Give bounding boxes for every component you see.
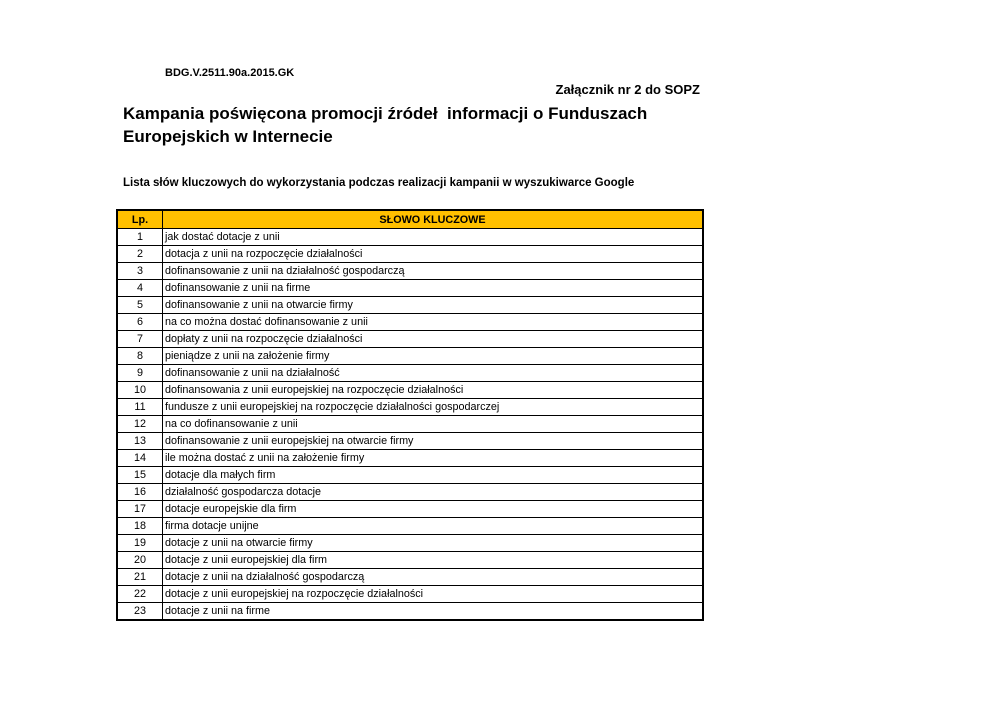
row-number: 13 — [116, 432, 163, 450]
row-number: 23 — [116, 602, 163, 621]
row-keyword: dotacje europejskie dla firm — [162, 500, 704, 518]
row-keyword: dofinansowanie z unii na otwarcie firmy — [162, 296, 704, 314]
row-keyword: dofinansowania z unii europejskiej na ro… — [162, 381, 704, 399]
column-header-lp: Lp. — [116, 209, 163, 229]
row-keyword: firma dotacje unijne — [162, 517, 704, 535]
row-number: 4 — [116, 279, 163, 297]
row-keyword: dofinansowanie z unii na działalność gos… — [162, 262, 704, 280]
annex-label: Załącznik nr 2 do SOPZ — [555, 82, 700, 97]
table-row: 10 dofinansowania z unii europejskiej na … — [116, 381, 704, 399]
table-row: 15 dotacje dla małych firm — [116, 466, 704, 484]
row-number: 2 — [116, 245, 163, 263]
table-row: 14 ile można dostać z unii na założenie f… — [116, 449, 704, 467]
row-number: 20 — [116, 551, 163, 569]
row-number: 18 — [116, 517, 163, 535]
row-keyword: dotacje z unii europejskiej dla firm — [162, 551, 704, 569]
row-number: 22 — [116, 585, 163, 603]
row-number: 3 — [116, 262, 163, 280]
row-number: 16 — [116, 483, 163, 501]
table-row: 11 fundusze z unii europejskiej na rozpoc… — [116, 398, 704, 416]
table-row: 8 pieniądze z unii na założenie firmy — [116, 347, 704, 365]
document-subtitle: Lista słów kluczowych do wykorzystania p… — [123, 177, 635, 189]
table-row: 20 dotacje z unii europejskiej dla firm — [116, 551, 704, 569]
row-number: 7 — [116, 330, 163, 348]
row-number: 21 — [116, 568, 163, 586]
row-keyword: dotacje z unii europejskiej na rozpoczęc… — [162, 585, 704, 603]
row-keyword: jak dostać dotacje z unii — [162, 228, 704, 246]
row-number: 15 — [116, 466, 163, 484]
row-number: 19 — [116, 534, 163, 552]
row-keyword: dotacje z unii na działalność gospodarcz… — [162, 568, 704, 586]
row-keyword: dopłaty z unii na rozpoczęcie działalnoś… — [162, 330, 704, 348]
table-row: 4 dofinansowanie z unii na firme — [116, 279, 704, 297]
table-row: 6 na co można dostać dofinansowanie z uni… — [116, 313, 704, 331]
row-number: 1 — [116, 228, 163, 246]
document-title: Kampania poświęcona promocji źródeł info… — [123, 102, 683, 148]
row-number: 17 — [116, 500, 163, 518]
row-number: 10 — [116, 381, 163, 399]
table-row: 5 dofinansowanie z unii na otwarcie firmy — [116, 296, 704, 314]
row-keyword: pieniądze z unii na założenie firmy — [162, 347, 704, 365]
row-keyword: na co dofinansowanie z unii — [162, 415, 704, 433]
title-line-1: Kampania poświęcona promocji źródeł info… — [123, 104, 648, 123]
keyword-table: Lp. SŁOWO KLUCZOWE 1 jak dostać dotacje z… — [116, 209, 704, 621]
row-keyword: dofinansowanie z unii na działalność — [162, 364, 704, 382]
table-row: 21 dotacje z unii na działalność gospodar… — [116, 568, 704, 586]
row-number: 5 — [116, 296, 163, 314]
table-header-row: Lp. SŁOWO KLUCZOWE — [116, 209, 704, 229]
table-row: 12 na co dofinansowanie z unii — [116, 415, 704, 433]
row-keyword: ile można dostać z unii na założenie fir… — [162, 449, 704, 467]
row-keyword: dofinansowanie z unii na firme — [162, 279, 704, 297]
row-keyword: dotacja z unii na rozpoczęcie działalnoś… — [162, 245, 704, 263]
row-number: 9 — [116, 364, 163, 382]
table-row: 7 dopłaty z unii na rozpoczęcie działalno… — [116, 330, 704, 348]
table-row: 13 dofinansowanie z unii europejskiej na … — [116, 432, 704, 450]
title-line-2: Europejskich w Internecie — [123, 127, 333, 146]
table-row: 23 dotacje z unii na firme — [116, 602, 704, 621]
row-number: 12 — [116, 415, 163, 433]
row-keyword: dotacje dla małych firm — [162, 466, 704, 484]
column-header-keyword: SŁOWO KLUCZOWE — [162, 209, 704, 229]
table-row: 18 firma dotacje unijne — [116, 517, 704, 535]
row-number: 14 — [116, 449, 163, 467]
row-keyword: dofinansowanie z unii europejskiej na ot… — [162, 432, 704, 450]
row-keyword: działalność gospodarcza dotacje — [162, 483, 704, 501]
table-row: 22 dotacje z unii europejskiej na rozpocz… — [116, 585, 704, 603]
table-row: 9 dofinansowanie z unii na działalność — [116, 364, 704, 382]
row-keyword: na co można dostać dofinansowanie z unii — [162, 313, 704, 331]
row-keyword: fundusze z unii europejskiej na rozpoczę… — [162, 398, 704, 416]
table-row: 3 dofinansowanie z unii na działalność go… — [116, 262, 704, 280]
row-number: 6 — [116, 313, 163, 331]
row-keyword: dotacje z unii na otwarcie firmy — [162, 534, 704, 552]
row-keyword: dotacje z unii na firme — [162, 602, 704, 621]
row-number: 11 — [116, 398, 163, 416]
table-row: 19 dotacje z unii na otwarcie firmy — [116, 534, 704, 552]
table-row: 1 jak dostać dotacje z unii — [116, 228, 704, 246]
table-row: 2 dotacja z unii na rozpoczęcie działalno… — [116, 245, 704, 263]
table-row: 16 działalność gospodarcza dotacje — [116, 483, 704, 501]
row-number: 8 — [116, 347, 163, 365]
document-reference: BDG.V.2511.90a.2015.GK — [165, 67, 295, 79]
table-row: 17 dotacje europejskie dla firm — [116, 500, 704, 518]
